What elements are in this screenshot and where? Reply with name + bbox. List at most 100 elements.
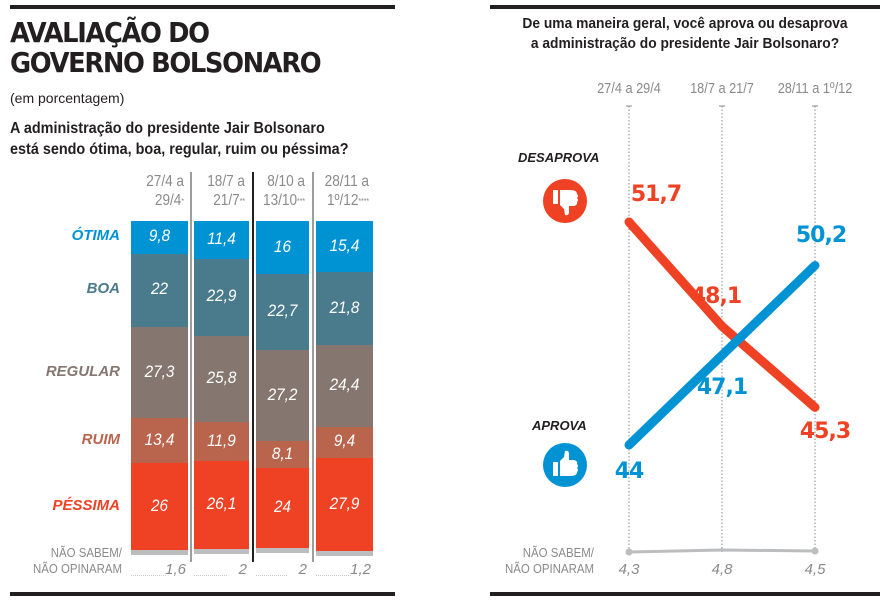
no-opinion-label-left-line2: NÃO OPINARAM bbox=[33, 561, 122, 576]
aprova-value-label: 44 bbox=[614, 459, 645, 484]
column-header-line2: 21/7** bbox=[213, 192, 245, 209]
dotted-leader bbox=[194, 575, 227, 576]
no-opinion-point bbox=[811, 547, 819, 555]
bar-segment-boa: 22 bbox=[131, 253, 188, 328]
footnote-marker: * bbox=[181, 197, 184, 206]
footnote-marker: **** bbox=[358, 197, 369, 206]
desaprova-value-label: 45,3 bbox=[799, 419, 851, 445]
top-rule-left bbox=[10, 5, 395, 9]
no-opinion-label-right-line1: NÃO SABEM/ bbox=[522, 545, 594, 560]
no-opinion-point bbox=[625, 548, 633, 556]
bar-value-label: 11,9 bbox=[207, 430, 236, 450]
column-separator bbox=[252, 172, 254, 562]
bar-segment-ruim: 9,4 bbox=[316, 426, 373, 459]
x-tick-label: 28/11 a 1º/12 bbox=[777, 80, 853, 97]
bar-value-label: 8,1 bbox=[271, 443, 294, 463]
bar-segment-otima: 15,4 bbox=[316, 221, 373, 273]
aprova-line bbox=[624, 260, 820, 450]
bar-segment-regular: 27,2 bbox=[256, 350, 309, 442]
bottom-rule-right bbox=[490, 592, 880, 596]
bar-segment-boa: 21,8 bbox=[316, 272, 373, 346]
no-opinion-label-left-line1: NÃO SABEM/ bbox=[50, 545, 122, 560]
bar-value-label: 24,4 bbox=[329, 374, 360, 394]
no-opinion-value: 1,6 bbox=[165, 561, 186, 578]
no-opinion-value: 1,2 bbox=[350, 561, 371, 578]
no-opinion-line bbox=[628, 548, 816, 554]
bar-value-label: 9,8 bbox=[148, 226, 171, 246]
bar-segment-otima: 9,8 bbox=[131, 221, 188, 254]
bar-value-label: 22 bbox=[150, 279, 169, 299]
no-opinion-value: 4,5 bbox=[804, 561, 826, 578]
bar-value-label: 26 bbox=[150, 495, 169, 515]
no-opinion-value: 4,3 bbox=[618, 561, 640, 578]
bar-segment-regular: 24,4 bbox=[316, 345, 373, 427]
no-opinion-label-right-line2: NÃO OPINARAM bbox=[505, 561, 594, 576]
desaprova-label: DESAPROVA bbox=[518, 150, 600, 165]
dotted-leader bbox=[316, 575, 351, 576]
bar-value-label: 13,4 bbox=[144, 429, 175, 449]
bar-segment-regular: 25,8 bbox=[194, 335, 249, 422]
column-separator bbox=[312, 172, 314, 562]
bar-value-label: 27,2 bbox=[267, 384, 298, 404]
bar-value-label: 27,9 bbox=[329, 493, 360, 513]
bar-segment-nao_sabem bbox=[256, 548, 309, 554]
left-question-line2: está sendo ótima, boa, regular, ruim ou … bbox=[10, 141, 349, 158]
right-question-line1: De uma maneira geral, você aprova ou des… bbox=[522, 15, 848, 32]
aprova-value-label: 50,2 bbox=[795, 223, 847, 249]
right-question: De uma maneira geral, você aprova ou des… bbox=[506, 14, 865, 54]
top-rule-right bbox=[490, 5, 880, 9]
row-label-otima: ÓTIMA bbox=[71, 227, 120, 245]
row-label-pessima: PÉSSIMA bbox=[52, 496, 120, 514]
thumbs-down-icon bbox=[543, 179, 587, 223]
bar-segment-pessima: 24 bbox=[256, 468, 309, 549]
no-opinion-value: 2 bbox=[298, 561, 307, 578]
bar-segment-nao_sabem bbox=[316, 551, 373, 557]
bar-value-label: 9,4 bbox=[333, 431, 356, 451]
column-header-line1: 27/4 a bbox=[146, 173, 184, 190]
chart-title: AVALIAÇÃO DO GOVERNO BOLSONARO bbox=[10, 16, 322, 78]
no-opinion-value: 4,8 bbox=[711, 561, 733, 578]
column-header-line1: 28/11 a bbox=[324, 173, 369, 190]
bar-segment-pessima: 26,1 bbox=[194, 461, 249, 549]
bar-segment-regular: 27,3 bbox=[131, 327, 188, 419]
column-header: 28/11 a 1º/12**** bbox=[315, 172, 369, 210]
no-opinion-label-left: NÃO SABEM/ NÃO OPINARAM bbox=[23, 545, 122, 577]
bar-segment-ruim: 8,1 bbox=[256, 441, 309, 469]
column-header: 27/4 a 29/4* bbox=[130, 172, 184, 210]
bar-value-label: 16 bbox=[273, 236, 292, 256]
bar-value-label: 25,8 bbox=[206, 367, 237, 387]
bar-value-label: 22,9 bbox=[206, 286, 237, 306]
dotted-leader bbox=[256, 575, 287, 576]
bar-segment-otima: 16 bbox=[256, 221, 309, 275]
no-opinion-label-right: NÃO SABEM/ NÃO OPINARAM bbox=[502, 545, 594, 577]
column-separator bbox=[190, 172, 192, 562]
bar-segment-pessima: 27,9 bbox=[316, 458, 373, 552]
footnote-marker: *** bbox=[297, 197, 305, 206]
bar-segment-ruim: 13,4 bbox=[131, 418, 188, 464]
aprova-value-label: 47,1 bbox=[696, 375, 748, 401]
row-label-boa: BOA bbox=[86, 280, 120, 298]
thumbs-up-icon bbox=[543, 443, 587, 487]
bar-segment-ruim: 11,9 bbox=[194, 421, 249, 462]
x-tick-label: 18/7 a 21/7 bbox=[690, 80, 754, 97]
bar-value-label: 22,7 bbox=[267, 301, 298, 321]
bar-segment-otima: 11,4 bbox=[194, 221, 249, 260]
column-header-line2: 1º/12**** bbox=[326, 192, 369, 209]
bar-segment-nao_sabem bbox=[131, 549, 188, 555]
chart-subtitle: (em porcentagem) bbox=[10, 90, 125, 106]
column-header: 18/7 a 21/7** bbox=[193, 172, 245, 210]
bar-value-label: 15,4 bbox=[329, 235, 360, 255]
desaprova-value-label: 51,7 bbox=[630, 182, 682, 207]
bar-segment-pessima: 26 bbox=[131, 463, 188, 550]
column-header-line1: 18/7 a bbox=[207, 173, 245, 190]
column-header-line2: 13/10*** bbox=[263, 192, 305, 209]
column-header-line2: 29/4* bbox=[154, 192, 184, 209]
desaprova-value-label: 48,1 bbox=[690, 284, 742, 310]
row-label-regular: REGULAR bbox=[45, 362, 120, 380]
chart-title-line1: AVALIAÇÃO DO bbox=[10, 16, 210, 49]
bar-value-label: 24 bbox=[273, 497, 292, 517]
bar-value-label: 27,3 bbox=[144, 361, 175, 381]
right-question-line2: a administração do presidente Jair Bolso… bbox=[530, 35, 840, 52]
x-tick-label: 27/4 a 29/4 bbox=[597, 80, 661, 97]
